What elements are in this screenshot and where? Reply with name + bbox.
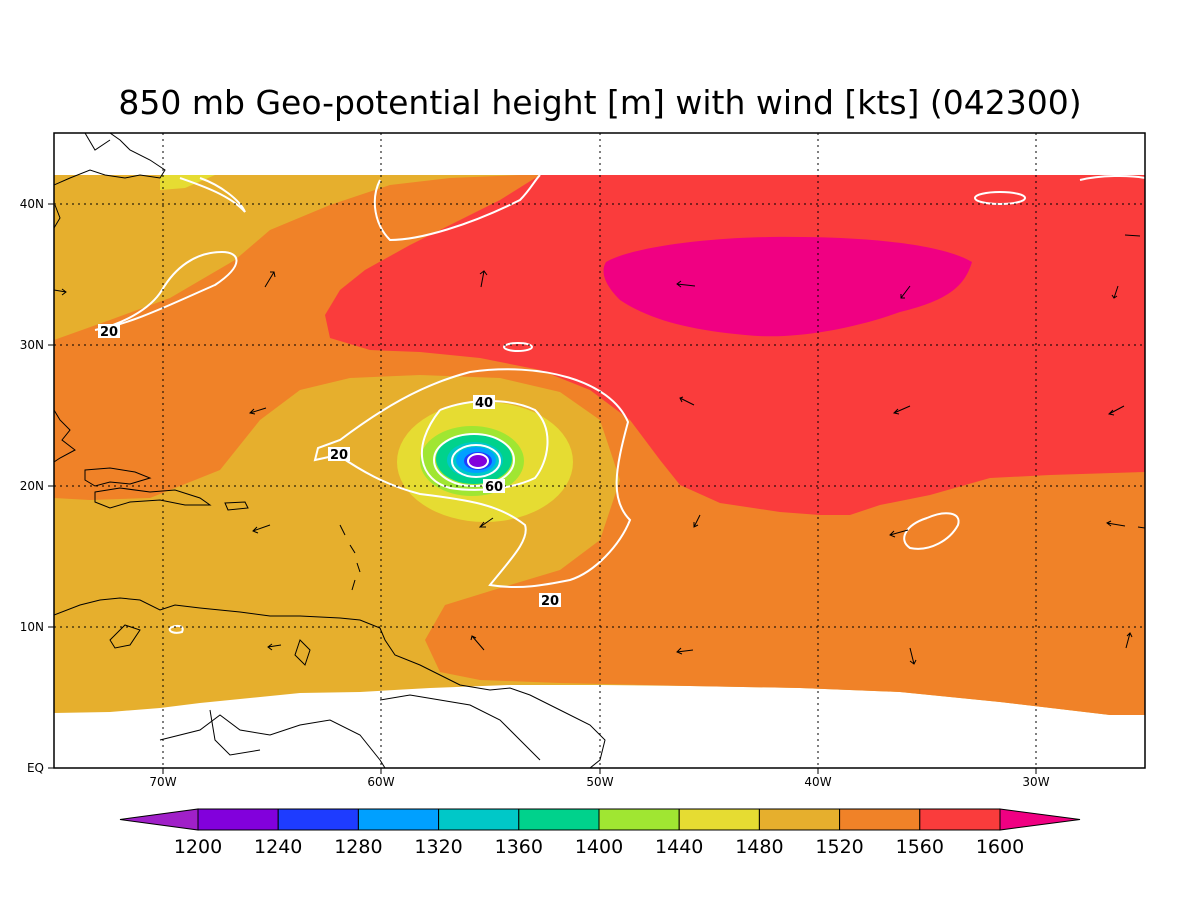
contour-label: 20 [541, 594, 559, 609]
lon-tick-label: 30W [1022, 775, 1049, 789]
contour-label: 40 [475, 396, 493, 411]
colorbar-swatch [357, 808, 440, 831]
colorbar-low-arrow [119, 808, 199, 831]
contour-label: 20 [330, 448, 348, 463]
colorbar-swatch [678, 808, 760, 831]
colorbar-swatch [919, 808, 1001, 831]
height-band-1640 [603, 236, 972, 337]
lon-tick-label: 50W [586, 775, 613, 789]
contour-labels: 20 20 40 60 20 [98, 324, 561, 609]
colorbar-label: 1440 [655, 836, 703, 858]
colorbar-swatch [518, 808, 600, 831]
lon-tick-label: 60W [367, 775, 394, 789]
lat-tick-label: EQ [27, 761, 44, 775]
colorbar-swatch [197, 808, 279, 831]
contour-label: 60 [485, 480, 503, 495]
contour-label: 20 [100, 325, 118, 340]
height-band-1240 [469, 455, 487, 467]
colorbar-swatch [277, 808, 359, 831]
lat-tick-label: 40N [20, 197, 44, 211]
longitude-labels: 70W 60W 50W 40W 30W [149, 775, 1049, 789]
colorbar-label: 1280 [334, 836, 382, 858]
lat-tick-label: 10N [20, 620, 44, 634]
colorbar: 1200 1240 1280 1320 1360 1400 1440 1480 1520 1560… [119, 808, 1081, 858]
colorbar-swatch [758, 808, 841, 831]
colorbar-label: 1600 [976, 836, 1024, 858]
map-gridlines [54, 133, 1145, 768]
colorbar-label: 1360 [495, 836, 543, 858]
colorbar-swatch [438, 808, 520, 831]
colorbar-label: 1520 [815, 836, 863, 858]
latitude-labels: EQ 10N 20N 30N 40N [20, 197, 44, 775]
colorbar-label: 1320 [414, 836, 462, 858]
wind-vectors [54, 234, 1145, 665]
map-area: 20 20 40 60 20 [54, 133, 1145, 768]
wind-speed-contours [94, 174, 1145, 634]
lon-tick-label: 70W [149, 775, 176, 789]
lat-tick-label: 20N [20, 479, 44, 493]
axis-ticks [48, 203, 1037, 774]
colorbar-high-arrow [999, 808, 1081, 831]
colorbar-label: 1480 [735, 836, 783, 858]
colorbar-swatch [598, 808, 680, 831]
colorbar-label: 1200 [174, 836, 222, 858]
colorbar-label: 1400 [575, 836, 623, 858]
colorbar-label: 1240 [254, 836, 302, 858]
colorbar-label: 1560 [896, 836, 944, 858]
colorbar-swatch [839, 808, 921, 831]
coastlines [54, 133, 606, 768]
lat-tick-label: 30N [20, 338, 44, 352]
lon-tick-label: 40W [804, 775, 831, 789]
map-title: 850 mb Geo-potential height [m] with win… [118, 83, 1081, 122]
